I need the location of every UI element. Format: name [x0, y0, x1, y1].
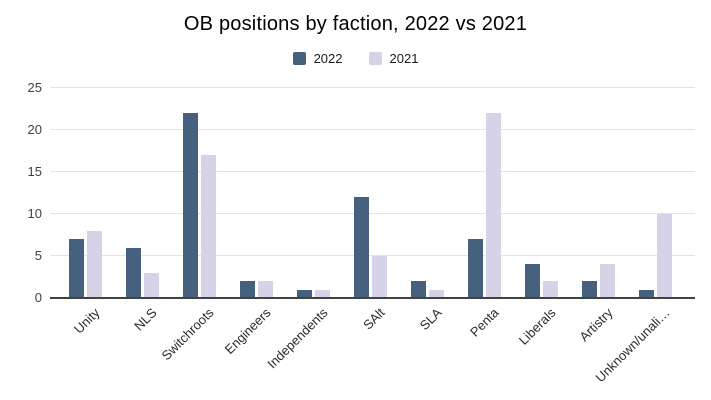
y-axis-tick-25: 25	[27, 80, 42, 95]
bar-2022-engineers[interactable]	[240, 281, 255, 298]
gridline-25	[50, 87, 695, 88]
chart-legend: 2022 2021	[0, 51, 711, 66]
bar-2021-liberals[interactable]	[543, 281, 558, 298]
legend-swatch-2022	[292, 52, 306, 65]
bar-2021-engineers[interactable]	[258, 281, 273, 298]
bar-2022-unknown-unali-[interactable]	[639, 289, 654, 298]
bar-2022-penta[interactable]	[468, 239, 483, 298]
bar-2022-nls[interactable]	[126, 247, 141, 298]
gridline-20	[50, 129, 695, 130]
bar-2022-artistry[interactable]	[582, 281, 597, 298]
bar-2022-liberals[interactable]	[525, 264, 540, 298]
bar-2021-nls[interactable]	[144, 272, 159, 298]
bar-2021-unknown-unali-[interactable]	[657, 214, 672, 298]
gridline-5	[50, 255, 695, 256]
bar-2021-penta[interactable]	[486, 113, 501, 298]
bar-2021-artistry[interactable]	[600, 264, 615, 298]
bar-2022-sla[interactable]	[411, 281, 426, 298]
legend-label-2022: 2022	[313, 51, 343, 66]
y-axis-tick-10: 10	[27, 206, 42, 221]
gridline-10	[50, 213, 695, 214]
bar-2021-salt[interactable]	[372, 256, 387, 298]
y-axis-tick-20: 20	[27, 122, 42, 137]
bar-2022-unity[interactable]	[69, 239, 84, 298]
legend-item-2021: 2021	[368, 51, 419, 66]
y-axis-tick-15: 15	[27, 164, 42, 179]
chart-title: OB positions by faction, 2022 vs 2021	[183, 13, 528, 35]
bar-2022-switchroots[interactable]	[183, 113, 198, 298]
x-axis-baseline	[50, 297, 695, 299]
legend-swatch-2021	[368, 52, 382, 65]
y-axis-tick-0: 0	[34, 290, 42, 305]
bar-2022-salt[interactable]	[354, 197, 369, 298]
bar-2021-sla[interactable]	[429, 289, 444, 298]
bar-2021-switchroots[interactable]	[201, 155, 216, 298]
bar-2021-independents[interactable]	[315, 289, 330, 298]
bar-2022-independents[interactable]	[297, 289, 312, 298]
gridline-15	[50, 171, 695, 172]
plot-area	[50, 87, 695, 299]
bar-2021-unity[interactable]	[87, 230, 102, 298]
legend-item-2022: 2022	[292, 51, 343, 66]
legend-label-2021: 2021	[389, 51, 419, 66]
y-axis-tick-5: 5	[34, 248, 42, 263]
